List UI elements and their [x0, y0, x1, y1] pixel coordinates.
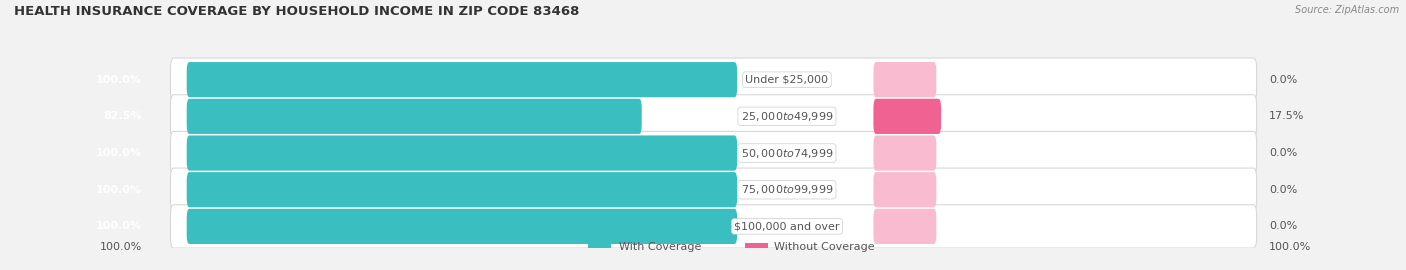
- Text: 17.5%: 17.5%: [1270, 111, 1305, 121]
- Text: $25,000 to $49,999: $25,000 to $49,999: [741, 110, 834, 123]
- Text: 100.0%: 100.0%: [96, 185, 142, 195]
- Text: 100.0%: 100.0%: [96, 148, 142, 158]
- FancyBboxPatch shape: [187, 99, 641, 134]
- Text: Under $25,000: Under $25,000: [745, 75, 828, 85]
- Text: $75,000 to $99,999: $75,000 to $99,999: [741, 183, 834, 196]
- Text: Source: ZipAtlas.com: Source: ZipAtlas.com: [1295, 5, 1399, 15]
- Text: 0.0%: 0.0%: [1270, 148, 1298, 158]
- Text: HEALTH INSURANCE COVERAGE BY HOUSEHOLD INCOME IN ZIP CODE 83468: HEALTH INSURANCE COVERAGE BY HOUSEHOLD I…: [14, 5, 579, 18]
- FancyBboxPatch shape: [170, 95, 1257, 138]
- FancyBboxPatch shape: [187, 172, 737, 207]
- Text: Without Coverage: Without Coverage: [775, 242, 875, 252]
- FancyBboxPatch shape: [187, 209, 737, 244]
- Text: 100.0%: 100.0%: [96, 75, 142, 85]
- Text: 100.0%: 100.0%: [1270, 242, 1312, 252]
- FancyBboxPatch shape: [170, 131, 1257, 175]
- Text: With Coverage: With Coverage: [619, 242, 702, 252]
- FancyBboxPatch shape: [873, 62, 936, 97]
- Bar: [588, 243, 610, 250]
- FancyBboxPatch shape: [873, 136, 936, 171]
- Text: 0.0%: 0.0%: [1270, 75, 1298, 85]
- FancyBboxPatch shape: [873, 99, 941, 134]
- Text: $100,000 and over: $100,000 and over: [734, 221, 839, 231]
- FancyBboxPatch shape: [187, 136, 737, 171]
- FancyBboxPatch shape: [873, 209, 936, 244]
- Text: 0.0%: 0.0%: [1270, 185, 1298, 195]
- FancyBboxPatch shape: [170, 168, 1257, 211]
- Text: $50,000 to $74,999: $50,000 to $74,999: [741, 147, 834, 160]
- FancyBboxPatch shape: [170, 58, 1257, 101]
- Text: 82.5%: 82.5%: [104, 111, 142, 121]
- FancyBboxPatch shape: [187, 62, 737, 97]
- Bar: [745, 243, 768, 250]
- FancyBboxPatch shape: [170, 205, 1257, 248]
- Text: 100.0%: 100.0%: [100, 242, 142, 252]
- FancyBboxPatch shape: [873, 172, 936, 207]
- Text: 0.0%: 0.0%: [1270, 221, 1298, 231]
- Text: 100.0%: 100.0%: [96, 221, 142, 231]
